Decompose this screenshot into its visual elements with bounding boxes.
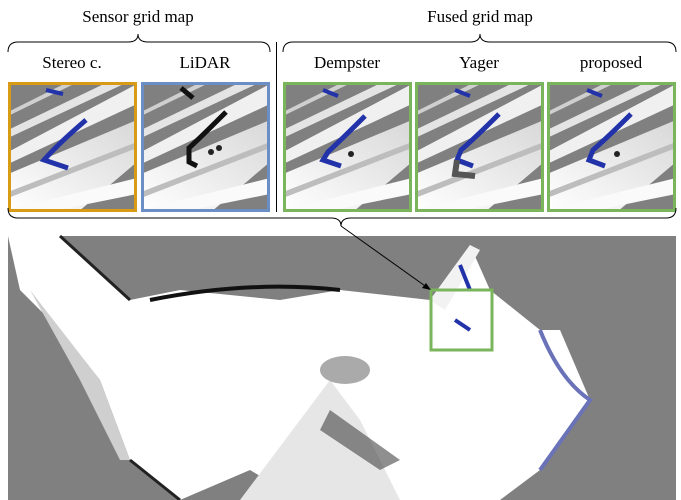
global-map — [8, 236, 676, 500]
panel-label: Dempster — [314, 53, 380, 72]
figure: Sensor grid map Fused grid map Stereo c.… — [0, 0, 681, 500]
panel-lidar — [141, 82, 270, 212]
panel-dempster — [283, 82, 412, 212]
brace — [283, 34, 676, 52]
panel-stereo — [8, 82, 137, 212]
panel-label: Yager — [459, 53, 499, 72]
group-label: Fused grid map — [427, 7, 533, 26]
panel-label: LiDAR — [180, 53, 232, 72]
panel-proposed — [547, 82, 676, 212]
panel-label: proposed — [580, 53, 643, 72]
panel-label: Stereo c. — [42, 53, 101, 72]
brace — [8, 34, 270, 52]
group-label: Sensor grid map — [82, 7, 193, 26]
panel-yager — [415, 82, 544, 212]
